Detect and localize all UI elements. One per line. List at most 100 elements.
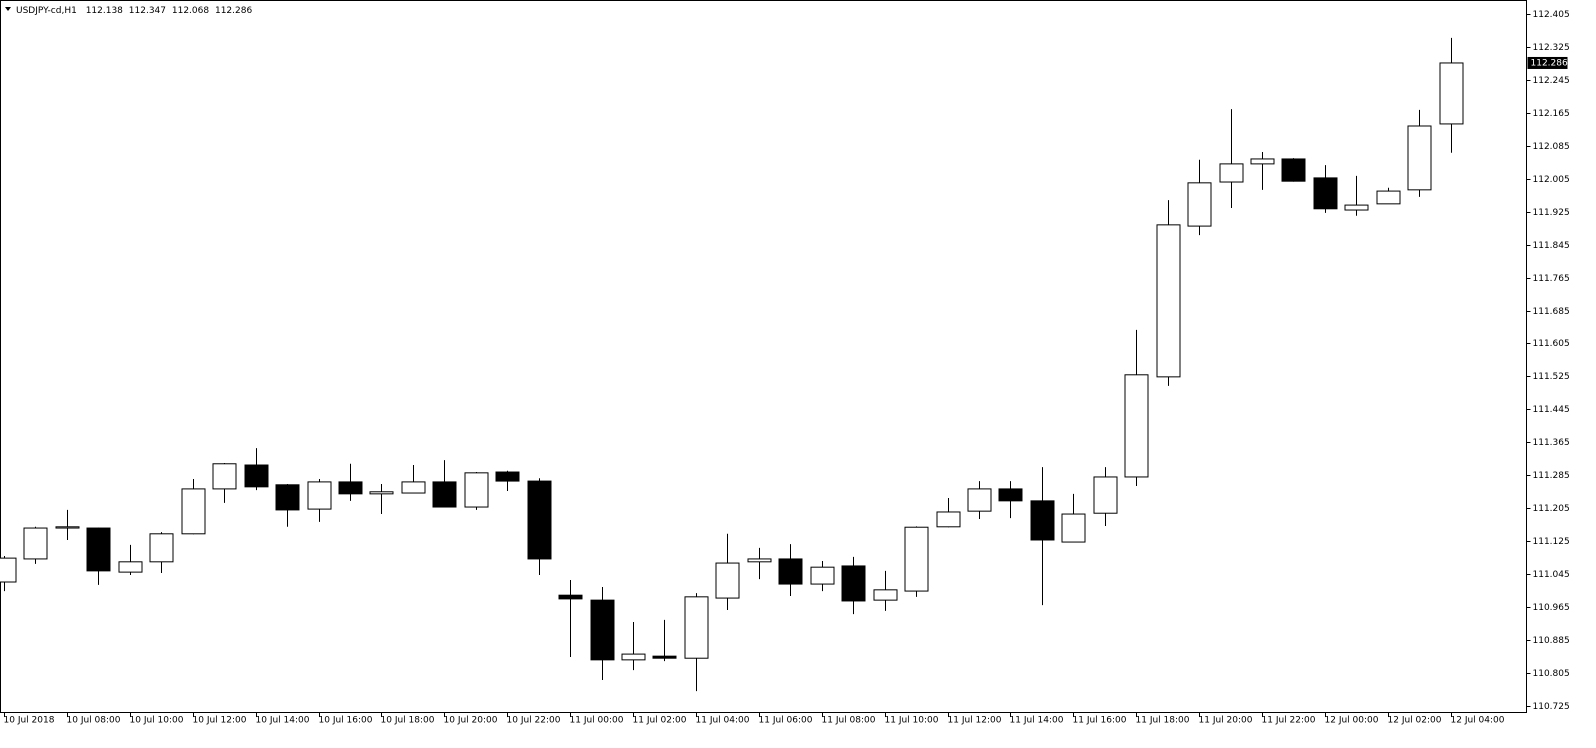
candle-body: [621, 653, 646, 661]
x-tick-label: 11 Jul 20:00: [1199, 716, 1253, 726]
candle-body: [1093, 476, 1118, 514]
candle-body: [527, 480, 552, 560]
x-tick-label: 11 Jul 06:00: [759, 716, 813, 726]
x-tick-label: 11 Jul 00:00: [570, 716, 624, 726]
candle-body: [338, 481, 363, 495]
candle-body: [369, 491, 394, 495]
candle-body: [1281, 158, 1306, 182]
x-tick-label: 11 Jul 10:00: [885, 716, 939, 726]
x-tick-label: 10 Jul 14:00: [256, 716, 310, 726]
x-tick-label: 10 Jul 22:00: [507, 716, 561, 726]
candle-body: [0, 557, 17, 583]
y-tick-label: 111.605: [1533, 339, 1570, 349]
y-tick-label: 110.885: [1533, 636, 1570, 646]
candle-body: [244, 464, 269, 488]
menu-arrow[interactable]: [5, 7, 11, 11]
x-tick-label: 11 Jul 08:00: [822, 716, 876, 726]
candle-body: [432, 481, 457, 508]
candle-body: [275, 484, 300, 511]
y-tick-label: 111.765: [1533, 274, 1570, 284]
candle-body: [998, 488, 1023, 502]
candle-body: [1250, 158, 1275, 165]
y-tick-label: 111.125: [1533, 537, 1570, 547]
candle-body: [1187, 182, 1212, 227]
candle-body: [86, 527, 111, 572]
candle-body: [181, 488, 206, 535]
header-close: 112.286: [215, 6, 252, 16]
x-tick-label: 11 Jul 12:00: [948, 716, 1002, 726]
x-tick-label: 12 Jul 02:00: [1388, 716, 1442, 726]
x-tick-label: 11 Jul 04:00: [696, 716, 750, 726]
x-tick-label: 11 Jul 22:00: [1262, 716, 1316, 726]
candle-body: [1376, 190, 1401, 205]
candle-body: [747, 558, 772, 563]
y-tick-label: 111.045: [1533, 570, 1570, 580]
chart-header: USDJPY-cd,H1 112.138 112.347 112.068 112…: [16, 6, 252, 16]
x-tick-label: 10 Jul 16:00: [319, 716, 373, 726]
y-tick-label: 111.925: [1533, 208, 1570, 218]
y-tick-label: 110.965: [1533, 603, 1570, 613]
y-tick-label: 111.685: [1533, 307, 1570, 317]
y-tick-label: 112.005: [1533, 175, 1570, 185]
candle-body: [873, 589, 898, 601]
candle-body: [1407, 125, 1432, 191]
candle-body: [23, 527, 48, 560]
x-tick-label: 12 Jul 04:00: [1451, 716, 1505, 726]
y-tick-label: 112.085: [1533, 142, 1570, 152]
candle-body: [1219, 163, 1244, 183]
x-tick-label: 11 Jul 16:00: [1073, 716, 1127, 726]
candle-body: [1030, 500, 1055, 541]
price-label: 112.286: [1531, 58, 1568, 68]
candle-body: [401, 481, 426, 494]
y-tick-label: 112.405: [1533, 10, 1570, 20]
candle-body: [810, 566, 835, 585]
candle-body: [1124, 374, 1149, 478]
candle-body: [464, 472, 489, 508]
header-open: 112.138: [86, 6, 123, 16]
candle-body: [590, 599, 615, 661]
y-tick-label: 111.365: [1533, 438, 1570, 448]
x-tick-label: 11 Jul 18:00: [1136, 716, 1190, 726]
y-tick-label: 110.805: [1533, 669, 1570, 679]
candle-body: [495, 471, 520, 482]
y-tick-label: 111.845: [1533, 241, 1570, 251]
candle-body: [118, 561, 143, 573]
candle-body: [967, 488, 992, 512]
y-tick-label: 112.325: [1533, 43, 1570, 53]
y-tick-label: 112.245: [1533, 76, 1570, 86]
candle-body: [841, 565, 866, 602]
candle-body: [558, 594, 583, 600]
x-tick-label: 10 Jul 12:00: [193, 716, 247, 726]
y-tick-label: 111.525: [1533, 372, 1570, 382]
candle-body: [1439, 62, 1464, 125]
plot-frame: [0, 0, 1527, 713]
candle-body: [778, 558, 803, 585]
y-tick-label: 110.725: [1533, 702, 1570, 712]
candle-body: [1156, 224, 1181, 378]
x-tick-label: 10 Jul 2018: [4, 716, 55, 726]
candle-body: [1313, 177, 1338, 210]
candle-body: [1344, 204, 1369, 211]
x-tick-label: 11 Jul 14:00: [1010, 716, 1064, 726]
candle-body: [715, 562, 740, 599]
candle-body: [936, 511, 961, 528]
x-tick-label: 11 Jul 02:00: [633, 716, 687, 726]
x-tick-label: 10 Jul 08:00: [67, 716, 121, 726]
x-tick-label: 10 Jul 10:00: [130, 716, 184, 726]
candle-body: [212, 463, 237, 490]
x-tick-label: 10 Jul 20:00: [444, 716, 498, 726]
candle-body: [684, 596, 709, 659]
y-tick-label: 111.285: [1533, 471, 1570, 481]
x-tick-label: 12 Jul 00:00: [1325, 716, 1379, 726]
candle-body: [55, 526, 80, 529]
y-tick-label: 112.165: [1533, 109, 1570, 119]
y-tick-label: 111.445: [1533, 405, 1570, 415]
header-high: 112.347: [129, 6, 166, 16]
y-tick-label: 111.205: [1533, 504, 1570, 514]
candle-body: [149, 533, 174, 563]
candle-body: [904, 526, 929, 592]
header-low: 112.068: [172, 6, 209, 16]
chart-title: USDJPY-cd,H1: [16, 6, 77, 16]
candle-body: [652, 655, 677, 659]
